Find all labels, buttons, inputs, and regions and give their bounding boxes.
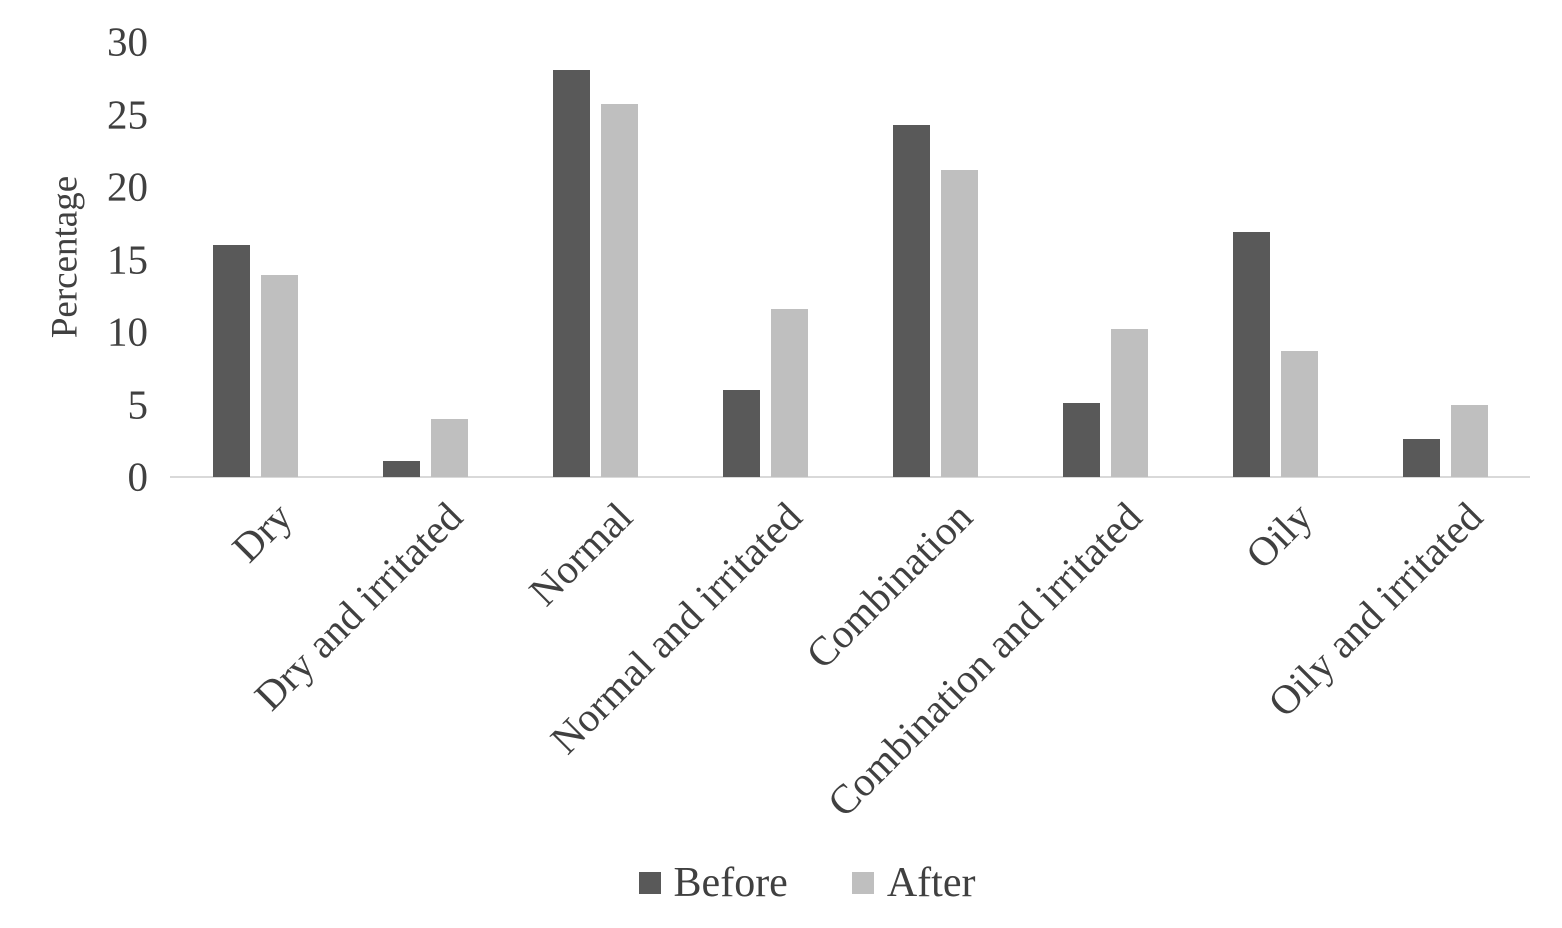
bar-after-5 [1110, 329, 1148, 477]
bar-after-2 [600, 104, 638, 477]
y-tick-label-15: 15 [107, 236, 148, 282]
bar-after-4 [940, 169, 978, 477]
bar-after-3 [770, 308, 808, 477]
x-label-6: Oily [1236, 493, 1321, 578]
legend-swatch-icon [851, 872, 874, 894]
legend: Before After [26, 862, 1562, 904]
legend-item-before: Before [638, 860, 788, 906]
bar-before-4 [892, 124, 930, 477]
legend-swatch-icon [638, 872, 661, 894]
y-tick-label-30: 30 [107, 18, 148, 65]
y-tick-label-0: 0 [127, 453, 149, 500]
y-tick-label-20: 20 [107, 163, 148, 210]
bar-after-1 [430, 419, 468, 477]
x-label-2: Normal [519, 493, 641, 615]
bar-before-2 [552, 69, 590, 477]
legend-label: Before [673, 860, 788, 906]
y-tick-label-10: 10 [107, 308, 148, 355]
bar-before-0 [212, 245, 250, 477]
bar-after-7 [1450, 404, 1488, 477]
y-tick-label-5: 5 [127, 381, 149, 427]
x-label-0: Dry [223, 493, 301, 571]
x-label-5: Combination and irritated [818, 493, 1151, 826]
bar-before-5 [1062, 403, 1100, 477]
legend-item-after: After [851, 860, 976, 906]
bar-before-3 [722, 390, 760, 477]
legend-label: After [886, 860, 976, 906]
bar-after-6 [1280, 350, 1318, 477]
x-label-4: Combination [796, 493, 981, 678]
x-axis-line [170, 476, 1530, 478]
bar-after-0 [260, 275, 298, 477]
bar-before-1 [382, 461, 420, 477]
y-axis-title: Percentage [44, 175, 86, 339]
bar-before-6 [1232, 231, 1270, 477]
bar-before-7 [1402, 439, 1440, 477]
y-tick-label-25: 25 [107, 91, 148, 137]
